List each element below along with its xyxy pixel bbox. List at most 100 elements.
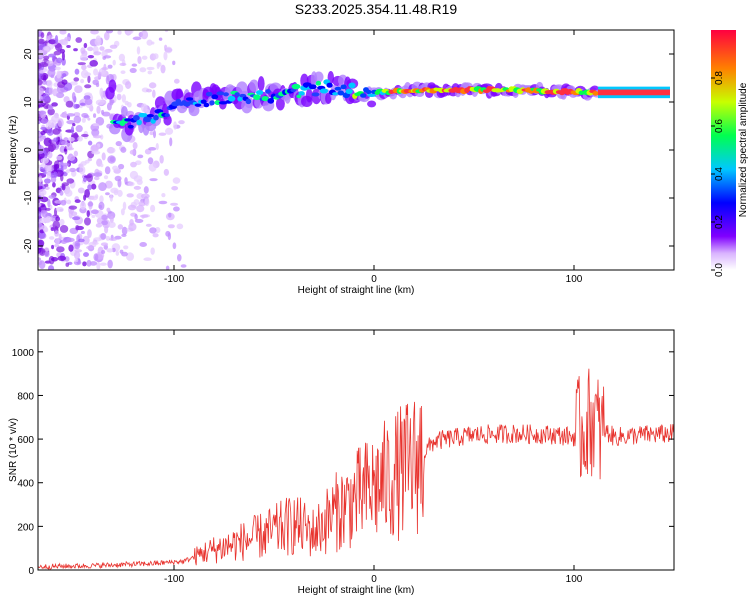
noise-blob [150,247,155,255]
y-tick-label: 0 [23,147,34,153]
ridge-tail-core [598,89,670,96]
noise-blob [155,142,159,151]
noise-blob [46,79,53,89]
noise-blob [68,244,74,252]
noise-blob [38,104,45,108]
noise-blob [66,147,74,151]
noise-blob [71,92,76,101]
noise-blob [160,64,166,74]
noise-blob [148,82,157,89]
noise-blob [48,194,56,199]
noise-blob [101,67,109,71]
noise-blob [131,63,138,67]
noise-blob [77,135,83,142]
noise-blob [92,79,99,86]
ridge-core [255,90,264,95]
noise-blob [136,204,145,213]
noise-blob [65,100,74,108]
noise-blob [59,30,67,35]
colorbar-tick-label: 0.4 [714,167,725,181]
noise-blob [54,34,59,44]
noise-blob [89,59,99,67]
noise-blob [117,178,122,188]
noise-blob [91,150,101,155]
noise-blob [169,137,173,147]
noise-blob [38,138,44,142]
noise-blob [39,62,49,68]
noise-blob [38,211,42,218]
ridge-core [124,118,132,122]
y-tick-label: -10 [23,190,34,205]
noise-blob [107,64,113,69]
noise-blob [112,59,116,66]
noise-blob [148,162,157,172]
ridge-core [319,88,329,94]
noise-blob [69,167,77,173]
noise-blob [86,210,90,218]
noise-blob [47,151,53,159]
noise-blob [93,172,103,177]
noise-blob [38,260,46,270]
noise-blob [84,188,90,198]
noise-blob [92,123,99,127]
noise-blob [105,180,113,189]
ridge-core [223,92,229,97]
noise-blob [115,140,122,147]
noise-blob [44,217,50,223]
noise-blob [75,125,83,133]
noise-blob [44,183,49,187]
spectrogram-ylabel: Frequency (Hz) [8,116,19,185]
ridge-core [132,115,140,121]
noise-blob [80,230,85,235]
spectrogram-noise [38,30,187,270]
noise-blob [47,119,57,129]
noise-blob [72,123,76,127]
noise-blob [126,193,134,198]
noise-blob [176,223,184,230]
spectrogram-ridge [105,70,670,143]
snr-xlabel: Height of straight line (km) [298,585,415,596]
noise-blob [87,75,91,84]
noise-blob [66,45,71,49]
noise-blob [108,237,118,242]
noise-blob [61,58,66,66]
noise-blob [80,47,86,54]
noise-blob [82,235,90,245]
noise-blob [133,185,142,190]
noise-blob [84,159,90,164]
noise-blob [132,36,142,41]
noise-blob [48,87,54,95]
noise-blob [55,43,63,52]
noise-blob [167,232,172,241]
noise-blob [52,182,56,188]
ridge-halo [367,100,377,108]
noise-blob [44,163,53,172]
noise-blob [96,105,101,114]
noise-blob [60,199,67,206]
noise-blob [51,102,58,107]
colorbar-label: Normalized spectral amplitude [738,82,749,217]
noise-blob [73,103,80,109]
noise-blob [158,200,168,205]
ridge-core [308,84,317,90]
noise-blob [152,89,156,99]
noise-blob [101,220,108,226]
noise-blob [74,249,83,253]
noise-blob [161,193,166,198]
noise-blob [38,87,44,96]
noise-blob [79,201,87,210]
noise-blob [73,112,81,117]
noise-blob [54,230,60,237]
noise-blob [103,55,112,59]
noise-blob [62,73,67,78]
noise-blob [171,185,179,191]
noise-blob [95,223,103,228]
y-tick-label: 600 [17,435,34,446]
noise-blob [74,85,83,94]
noise-blob [46,128,54,136]
ridge-core [332,92,339,96]
y-tick-label: 800 [17,391,34,402]
noise-blob [168,212,172,218]
noise-blob [81,133,89,138]
